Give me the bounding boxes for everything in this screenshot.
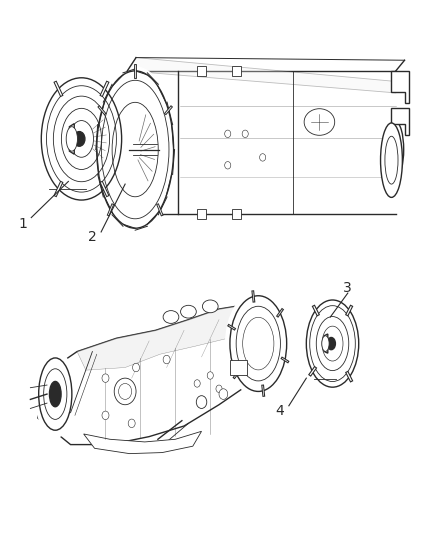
Circle shape <box>114 378 136 405</box>
Circle shape <box>119 383 132 399</box>
Circle shape <box>128 419 135 427</box>
FancyBboxPatch shape <box>197 66 206 76</box>
Circle shape <box>242 130 248 138</box>
FancyBboxPatch shape <box>197 209 206 219</box>
Polygon shape <box>392 108 409 135</box>
FancyBboxPatch shape <box>230 360 247 375</box>
Circle shape <box>225 130 231 138</box>
Ellipse shape <box>49 382 61 407</box>
Circle shape <box>196 395 207 408</box>
Circle shape <box>225 161 231 169</box>
Ellipse shape <box>39 75 124 203</box>
Ellipse shape <box>226 291 291 396</box>
Ellipse shape <box>66 127 78 151</box>
Polygon shape <box>84 431 201 454</box>
Ellipse shape <box>322 336 329 351</box>
Circle shape <box>207 372 213 379</box>
Ellipse shape <box>388 122 404 177</box>
Circle shape <box>102 411 109 419</box>
Circle shape <box>163 356 170 364</box>
Polygon shape <box>69 124 74 154</box>
Polygon shape <box>127 58 405 93</box>
Circle shape <box>133 364 140 372</box>
Circle shape <box>216 385 222 392</box>
FancyBboxPatch shape <box>232 66 241 76</box>
Circle shape <box>194 379 200 387</box>
Circle shape <box>260 154 266 161</box>
Ellipse shape <box>35 351 75 438</box>
Circle shape <box>219 389 228 399</box>
Ellipse shape <box>202 300 218 313</box>
Ellipse shape <box>74 132 85 146</box>
Polygon shape <box>392 71 409 103</box>
Ellipse shape <box>163 311 179 324</box>
Text: 1: 1 <box>18 217 27 231</box>
Polygon shape <box>324 334 328 353</box>
Text: 2: 2 <box>88 230 97 244</box>
FancyBboxPatch shape <box>232 209 241 219</box>
Ellipse shape <box>385 136 398 184</box>
Ellipse shape <box>180 305 196 318</box>
Polygon shape <box>38 304 285 445</box>
Ellipse shape <box>327 337 336 350</box>
Text: 4: 4 <box>276 404 285 418</box>
Text: 3: 3 <box>343 281 352 295</box>
Ellipse shape <box>95 67 176 232</box>
Ellipse shape <box>381 123 403 197</box>
Polygon shape <box>77 304 285 370</box>
Circle shape <box>102 374 109 382</box>
Ellipse shape <box>304 296 361 392</box>
